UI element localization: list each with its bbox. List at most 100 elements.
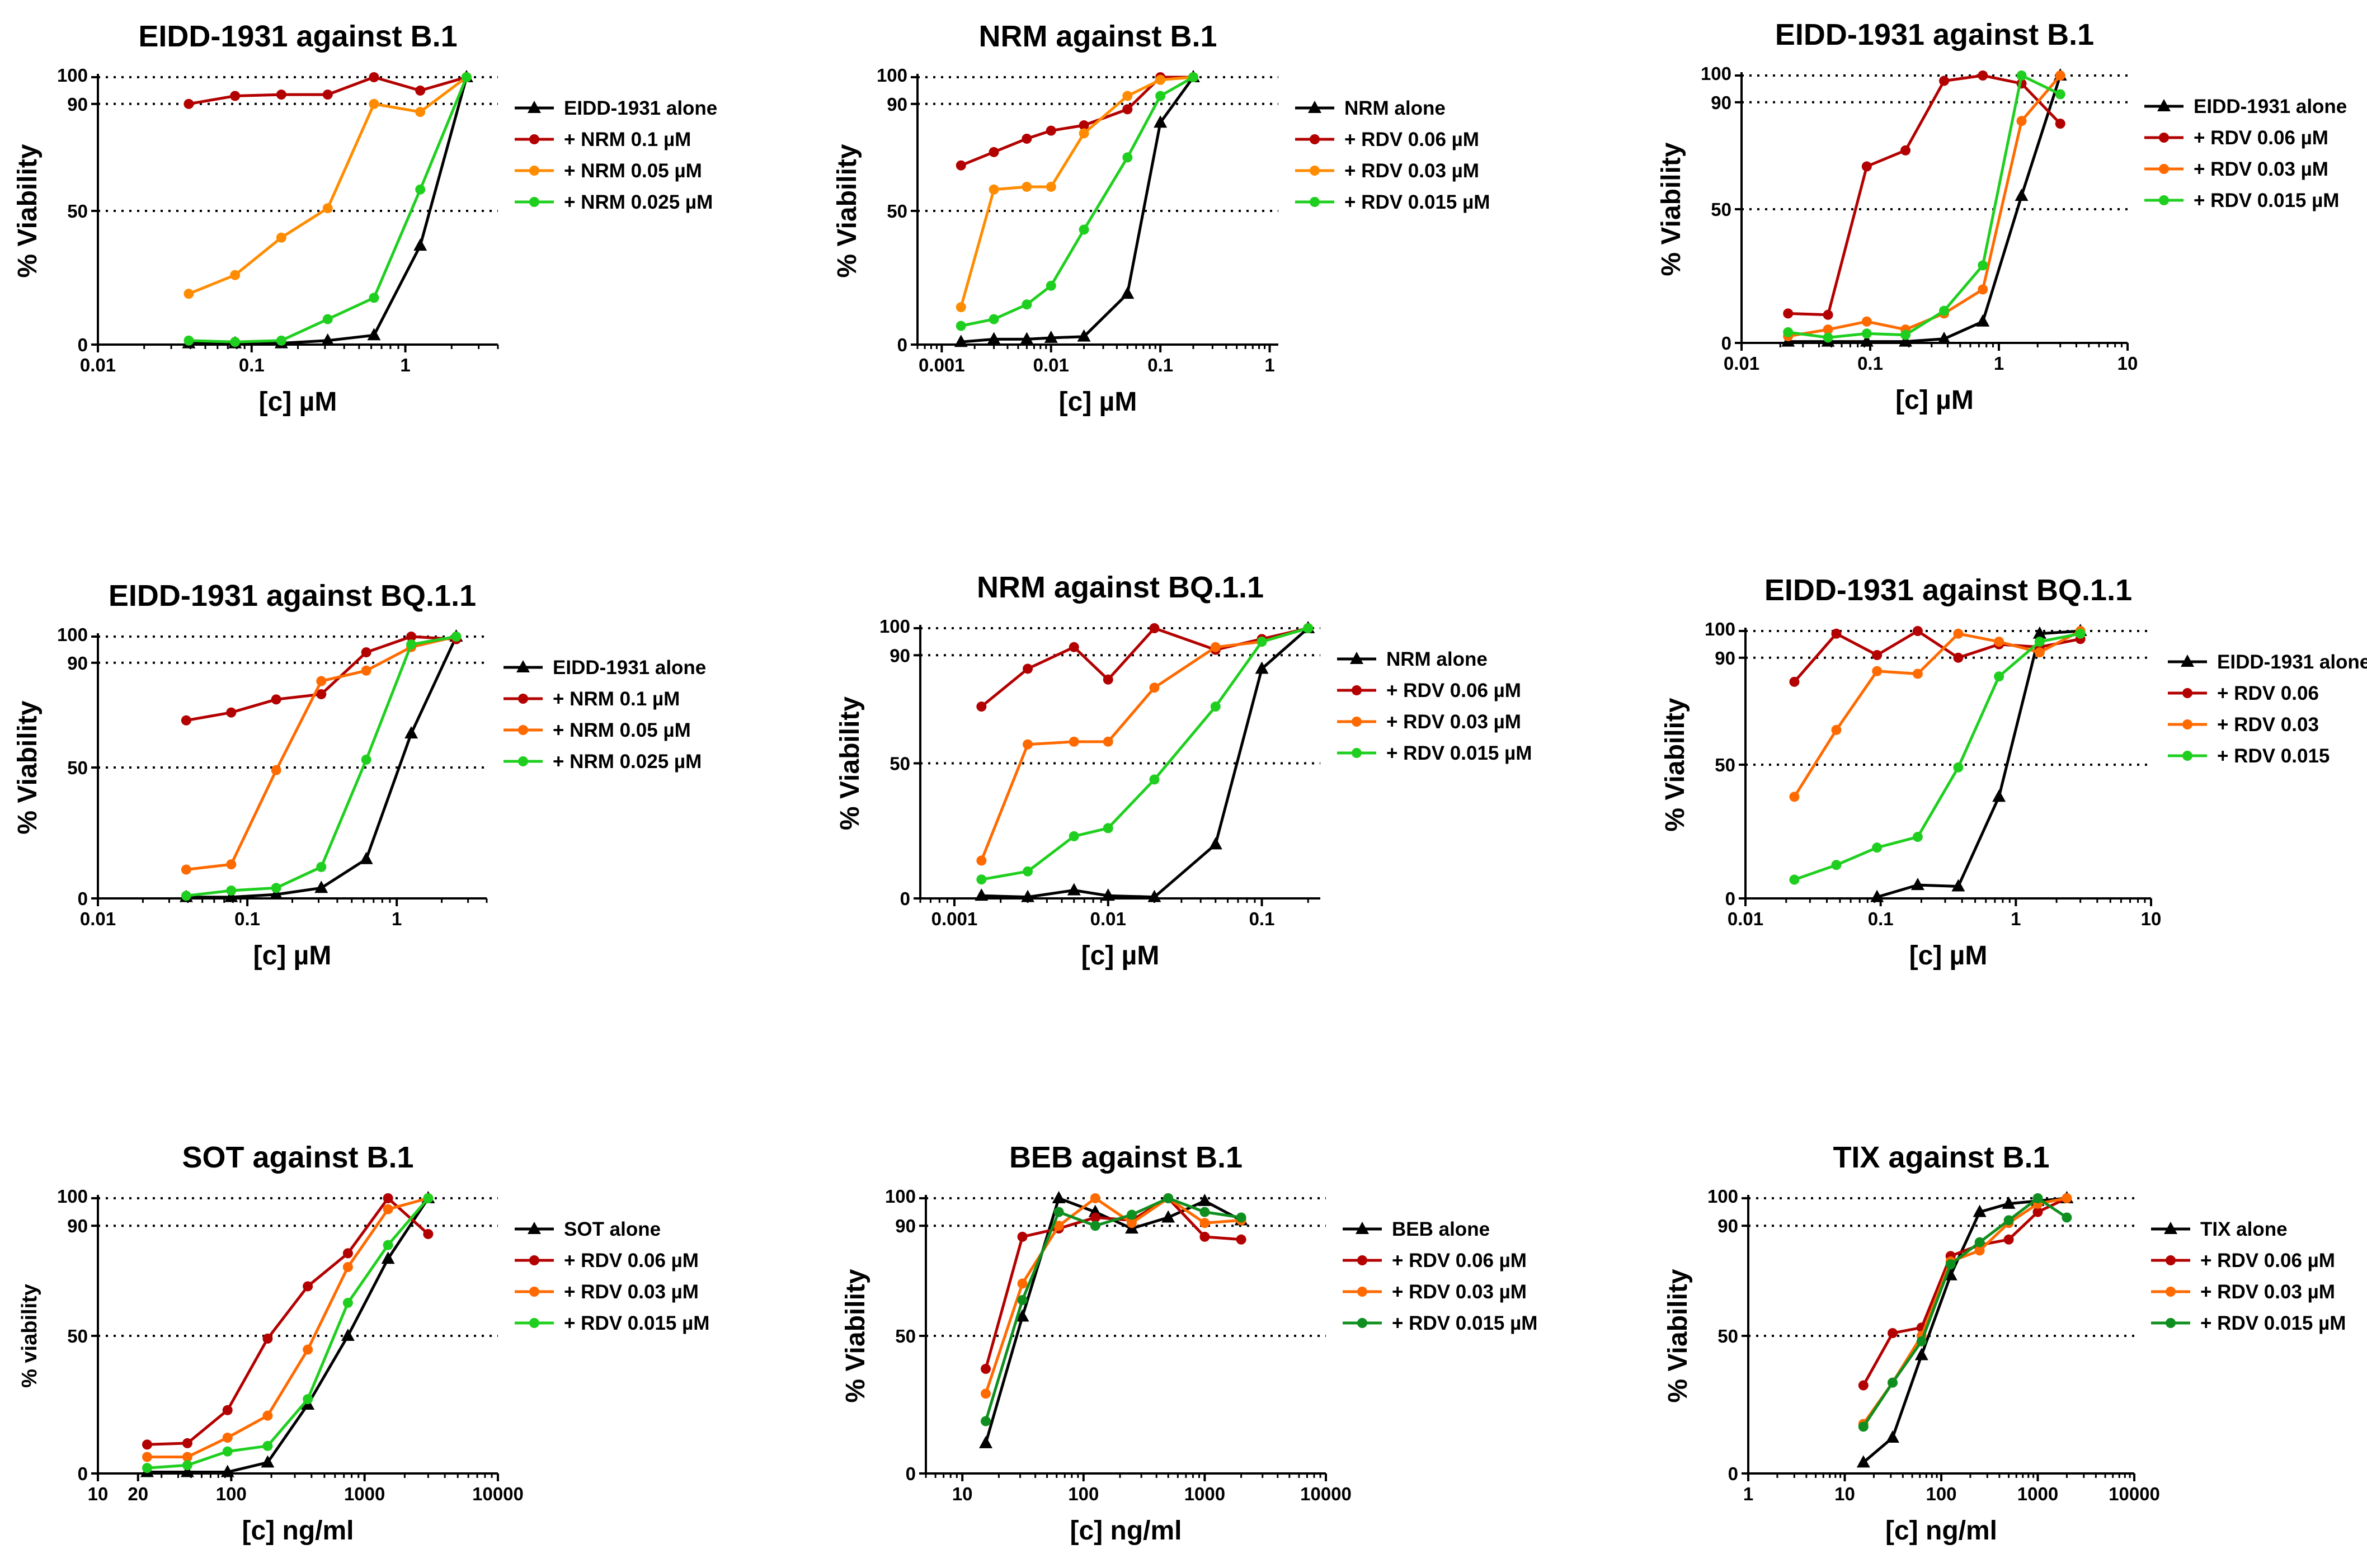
legend-swatch-marker — [2166, 1255, 2176, 1265]
data-point — [276, 90, 286, 100]
x-tick-label: 0.1 — [1147, 355, 1173, 375]
data-point — [1199, 1207, 1210, 1217]
series-line — [959, 76, 1194, 308]
data-point — [461, 72, 472, 82]
data-point — [1022, 133, 1032, 144]
series-line — [1793, 629, 2081, 798]
legend-swatch-marker — [529, 1255, 539, 1265]
data-point — [1044, 331, 1058, 343]
x-axis-label: [c] µM — [1909, 941, 1988, 971]
data-point — [1914, 1348, 1928, 1360]
y-tick-label: 100 — [877, 65, 907, 86]
data-point — [1198, 1193, 1212, 1206]
data-point — [1053, 1221, 1064, 1231]
x-tick-label: 1000 — [1184, 1484, 1225, 1504]
data-point — [981, 1364, 991, 1374]
data-point — [142, 1463, 152, 1473]
y-tick-label: 50 — [895, 1326, 916, 1346]
y-tick-label: 90 — [890, 645, 910, 666]
x-tick-label: 0.001 — [919, 355, 965, 375]
series-2: + RDV 0.06 µM — [142, 1193, 699, 1450]
data-point — [180, 1465, 194, 1477]
data-point — [321, 333, 335, 346]
data-point — [342, 1248, 353, 1259]
y-axis-label: % Viability — [13, 700, 43, 835]
series-3: + RDV 0.03 µM — [142, 1193, 699, 1462]
y-tick-label: 50 — [1717, 1326, 1738, 1346]
series-1: SOT alone — [140, 1191, 661, 1477]
data-point — [1303, 623, 1314, 633]
y-tick-label: 90 — [1711, 92, 1731, 113]
legend-label: + NRM 0.1 µM — [553, 688, 680, 710]
y-tick-label: 50 — [887, 201, 907, 222]
series-line — [980, 627, 1309, 708]
legend-swatch-marker — [518, 756, 528, 766]
data-point — [1900, 329, 1911, 340]
data-point — [1069, 642, 1079, 652]
data-point — [1103, 674, 1113, 685]
data-point — [1020, 332, 1034, 345]
y-tick-label: 50 — [67, 201, 88, 222]
series-3: + NRM 0.05 µM — [181, 632, 691, 875]
data-point — [404, 726, 418, 739]
chart-title: BEB against B.1 — [1009, 1141, 1243, 1174]
data-point — [226, 859, 237, 870]
data-point — [181, 715, 191, 726]
x-tick-label: 100 — [1926, 1484, 1956, 1504]
y-axis-label: % Viability — [841, 1269, 870, 1403]
legend-label: + RDV 0.06 µM — [564, 1250, 699, 1272]
data-point — [1046, 280, 1056, 291]
data-point — [956, 321, 966, 331]
chart-panel-6: EIDD-1931 against BQ.1.1 0 50 90 100 0.01 0.1 1… — [1660, 573, 2367, 971]
legend-swatch-marker — [529, 1287, 539, 1297]
data-point — [271, 883, 281, 893]
y-axis-label: % Viability — [13, 144, 43, 278]
series-4: + RDV 0.015 µM — [956, 72, 1490, 331]
legend-swatch-marker — [2166, 1318, 2176, 1328]
data-point — [1978, 284, 1988, 295]
legend-swatch-marker — [1356, 1222, 1369, 1234]
data-point — [1899, 334, 1913, 347]
legend-swatch-marker — [529, 1318, 539, 1328]
data-point — [1823, 332, 1833, 343]
data-point — [1861, 161, 1872, 172]
data-point — [1872, 842, 1883, 853]
legend-label: + RDV 0.06 µM — [1386, 680, 1521, 701]
data-point — [383, 1240, 393, 1250]
data-point — [303, 1394, 313, 1405]
legend-swatch-marker — [1350, 652, 1363, 664]
data-point — [1900, 145, 1911, 156]
data-point — [1783, 327, 1794, 337]
y-tick-label: 90 — [1717, 1216, 1738, 1236]
data-point — [1858, 1421, 1869, 1432]
data-point — [981, 1388, 991, 1399]
x-tick-label: 100 — [1068, 1484, 1099, 1504]
data-point — [1199, 1218, 1210, 1228]
data-point — [1077, 329, 1091, 342]
x-tick-label: 10 — [88, 1484, 109, 1504]
legend-swatch-marker — [2157, 99, 2171, 111]
data-point — [303, 1281, 313, 1292]
data-point — [341, 1329, 355, 1341]
x-axis-label: [c] µM — [259, 387, 337, 417]
data-point — [1052, 1191, 1066, 1203]
data-point — [954, 335, 968, 347]
chart-panel-2: NRM against B.1 0 50 90 100 0.001 0.01 0.1 1 [c] … — [832, 20, 1490, 417]
data-point — [1079, 224, 1089, 235]
data-point — [183, 289, 194, 299]
x-tick-label: 10 — [952, 1484, 973, 1504]
data-point — [1910, 878, 1924, 891]
legend-swatch-marker — [1308, 101, 1321, 113]
x-tick-label: 10 — [1834, 1484, 1855, 1504]
data-point — [226, 707, 237, 718]
series-line — [984, 1197, 1241, 1422]
data-point — [2062, 1212, 2072, 1223]
data-point — [369, 72, 379, 82]
legend-label: + RDV 0.015 µM — [1344, 191, 1490, 213]
data-point — [1885, 1430, 1899, 1443]
series-line — [186, 635, 457, 897]
series-line — [984, 1197, 1241, 1395]
legend-label: + NRM 0.05 µM — [553, 719, 691, 741]
data-point — [316, 689, 327, 699]
data-point — [1126, 1209, 1137, 1220]
